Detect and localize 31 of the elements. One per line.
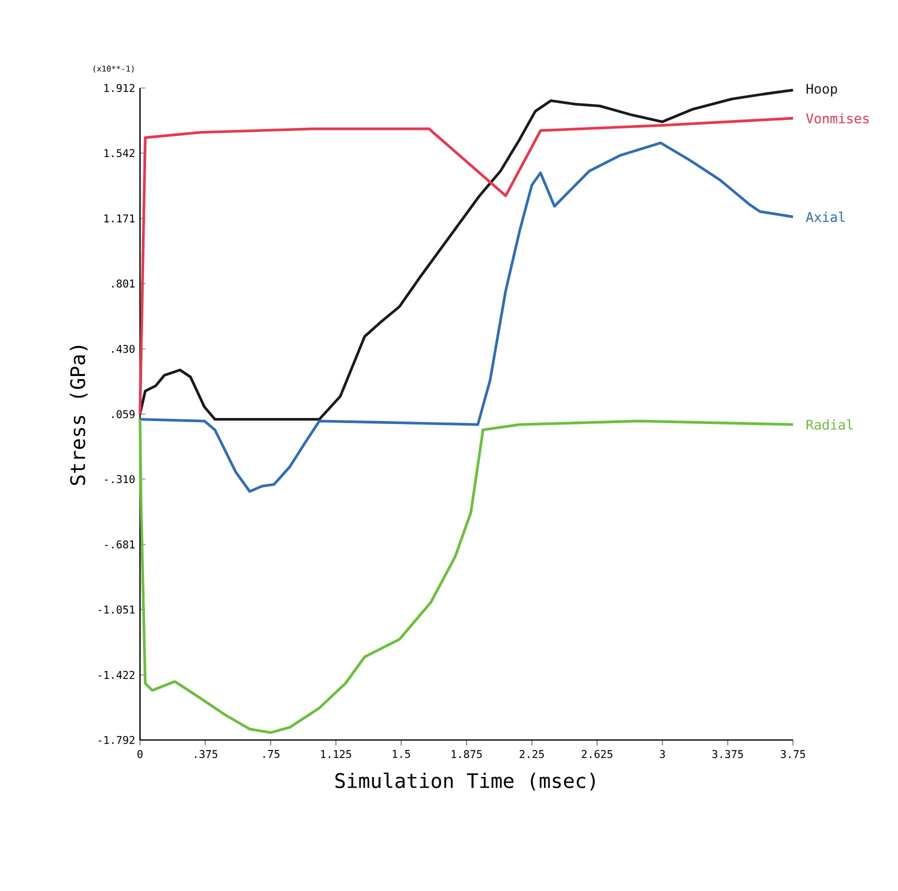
y-tick-label: .801: [112, 280, 135, 288]
x-tick-label: .375: [195, 750, 218, 758]
x-tick-label: 3.75: [780, 750, 805, 758]
x-tick-label: 2.25: [520, 750, 544, 758]
x-tick-label: .75: [264, 750, 280, 758]
y-tick-label: -1.051: [98, 606, 135, 614]
x-tick-label: 3: [660, 750, 665, 758]
x-tick-label: 1.125: [321, 750, 352, 758]
y-tick-label: -1.792: [98, 736, 134, 744]
y-tick-label: .430: [112, 344, 135, 353]
series-label: Hoop: [806, 84, 838, 96]
y-tick-label: 1.171: [104, 214, 135, 222]
line-series: [138, 142, 794, 493]
y-tick-label: -1.422: [98, 670, 134, 679]
line-series: [138, 418, 794, 734]
x-tick-label: 3.375: [712, 750, 743, 758]
x-tick-label: 2.625: [582, 750, 612, 758]
text: (x10**-1): [94, 65, 134, 73]
x-tick-label: 1.875: [452, 750, 482, 758]
series-label: Vonmises: [806, 113, 869, 124]
y-tick-label: -.310: [105, 475, 135, 484]
y-tick-label: -.681: [105, 540, 135, 548]
x-axis-title: Simulation Time (msec): [335, 772, 595, 791]
x-tick-label: 1.5: [392, 750, 410, 758]
y-axis-title: Stress (GPa): [70, 346, 88, 485]
x-tick-label: 0: [137, 750, 143, 758]
y-tick-label: 1.542: [104, 149, 134, 158]
y-tick-label: 1.912: [104, 84, 134, 92]
y-tick-label: .059: [112, 410, 135, 418]
series-label: Radial: [806, 419, 853, 430]
series-label: Axial: [806, 212, 845, 222]
